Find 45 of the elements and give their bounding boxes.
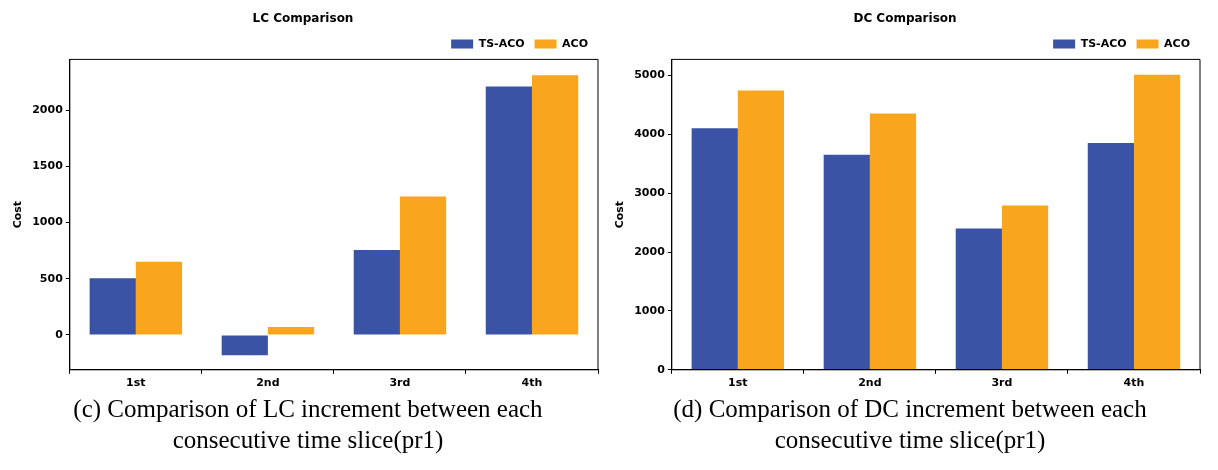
- x-tick-label: 1st: [126, 376, 146, 390]
- bar: [89, 278, 136, 335]
- chart-title: LC Comparison: [252, 11, 354, 26]
- bar: [267, 327, 315, 335]
- y-tick-label: 1000: [634, 303, 666, 317]
- x-tick-label: 4th: [1123, 376, 1145, 390]
- y-tick-label: 0: [55, 327, 64, 341]
- y-tick-label: 2000: [634, 244, 666, 258]
- y-tick-label: 3000: [634, 185, 666, 199]
- bar: [737, 90, 785, 370]
- bar: [135, 261, 183, 335]
- bar: [1001, 205, 1049, 370]
- y-axis-title: Cost: [613, 200, 627, 229]
- bar: [1133, 74, 1181, 370]
- x-tick-label: 3rd: [991, 376, 1013, 390]
- bar: [399, 196, 447, 335]
- legend-label: ACO: [1164, 36, 1190, 50]
- bar: [823, 154, 870, 370]
- legend-label: ACO: [562, 36, 588, 50]
- legend-label: TS-ACO: [1080, 36, 1127, 50]
- x-tick-label: 2nd: [858, 376, 882, 390]
- legend-label: TS-ACO: [478, 36, 525, 50]
- text: (c) Comparison of LC increment between each consecutive time slice(pr1): [72, 394, 544, 455]
- bar: [221, 335, 268, 356]
- bar: [691, 128, 738, 370]
- bar: [869, 113, 917, 370]
- y-tick-label: 500: [39, 271, 64, 285]
- y-axis-title: Cost: [11, 200, 25, 229]
- x-tick-label: 2nd: [256, 376, 280, 390]
- bar: [531, 75, 579, 335]
- x-tick-label: 1st: [728, 376, 748, 390]
- y-tick-label: 1000: [32, 215, 64, 229]
- y-tick-label: 4000: [634, 127, 666, 141]
- y-tick-label: 2000: [32, 102, 64, 116]
- bar: [353, 250, 400, 335]
- bar: [1087, 143, 1134, 370]
- text: (d) Comparison of DC increment between each consecutive time slice(pr1): [672, 394, 1148, 455]
- bar: [485, 86, 532, 335]
- bar: [955, 228, 1002, 370]
- chart-title: DC Comparison: [853, 11, 957, 26]
- x-tick-label: 4th: [521, 376, 543, 390]
- y-tick-label: 0: [657, 362, 666, 376]
- x-tick-label: 3rd: [389, 376, 411, 390]
- y-tick-label: 1500: [32, 159, 64, 173]
- y-tick-label: 5000: [634, 68, 666, 82]
